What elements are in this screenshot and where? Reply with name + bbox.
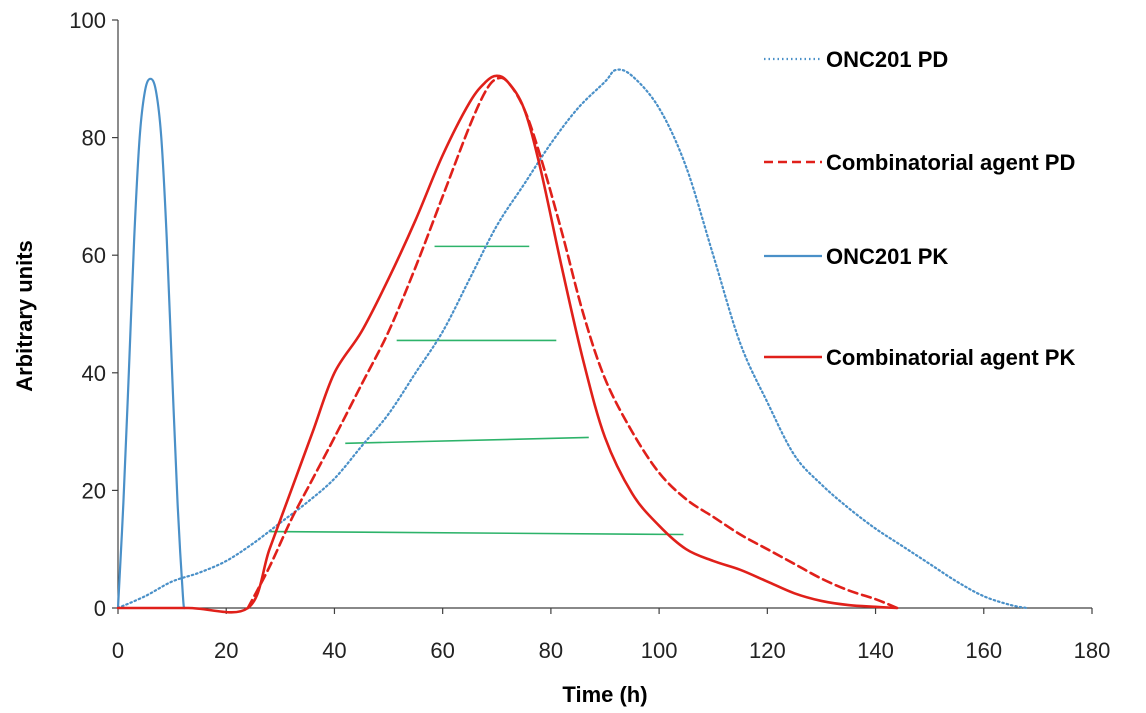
x-tick-label: 60 [430,638,454,663]
y-tick-label: 80 [82,126,106,151]
legend-item: ONC201 PK [764,244,948,269]
legend-label: ONC201 PK [826,244,948,269]
series-line-onc201-pk [116,77,186,610]
y-tick-label: 40 [82,361,106,386]
y-tick-label: 60 [82,243,106,268]
y-tick-label: 100 [69,8,106,33]
x-tick-label: 160 [965,638,1002,663]
x-tick-label: 120 [749,638,786,663]
series-line-combinatorial-agent-pk [116,74,899,614]
reference-line [269,530,684,536]
legend-item: Combinatorial agent PD [764,150,1075,175]
x-tick-label: 40 [322,638,346,663]
series-lines [116,68,1029,614]
legend: ONC201 PD Combinatorial agent PD ONC201 PK… [764,47,1075,370]
y-tick-label: 20 [82,478,106,503]
tick-labels: 0 20 40 60 80 100 0 20 40 60 80 100 120 140 160 180 [69,8,1110,663]
x-tick-label: 80 [539,638,563,663]
legend-label: Combinatorial agent PD [826,150,1075,175]
x-tick-label: 20 [214,638,238,663]
series-line-combinatorial-agent-pd [246,76,899,610]
legend-label: ONC201 PD [826,47,948,72]
x-tick-label: 140 [857,638,894,663]
reference-line [345,436,589,445]
x-tick-label: 0 [112,638,124,663]
x-axis-title: Time (h) [562,682,647,707]
x-tick-label: 100 [641,638,678,663]
x-tick-label: 180 [1074,638,1111,663]
legend-item: Combinatorial agent PK [764,345,1075,370]
legend-label: Combinatorial agent PK [826,345,1075,370]
y-axis-title: Arbitrary units [12,240,37,392]
y-tick-label: 0 [94,596,106,621]
legend-item: ONC201 PD [764,47,948,72]
axes [112,19,1093,614]
reference-lines [269,245,684,536]
